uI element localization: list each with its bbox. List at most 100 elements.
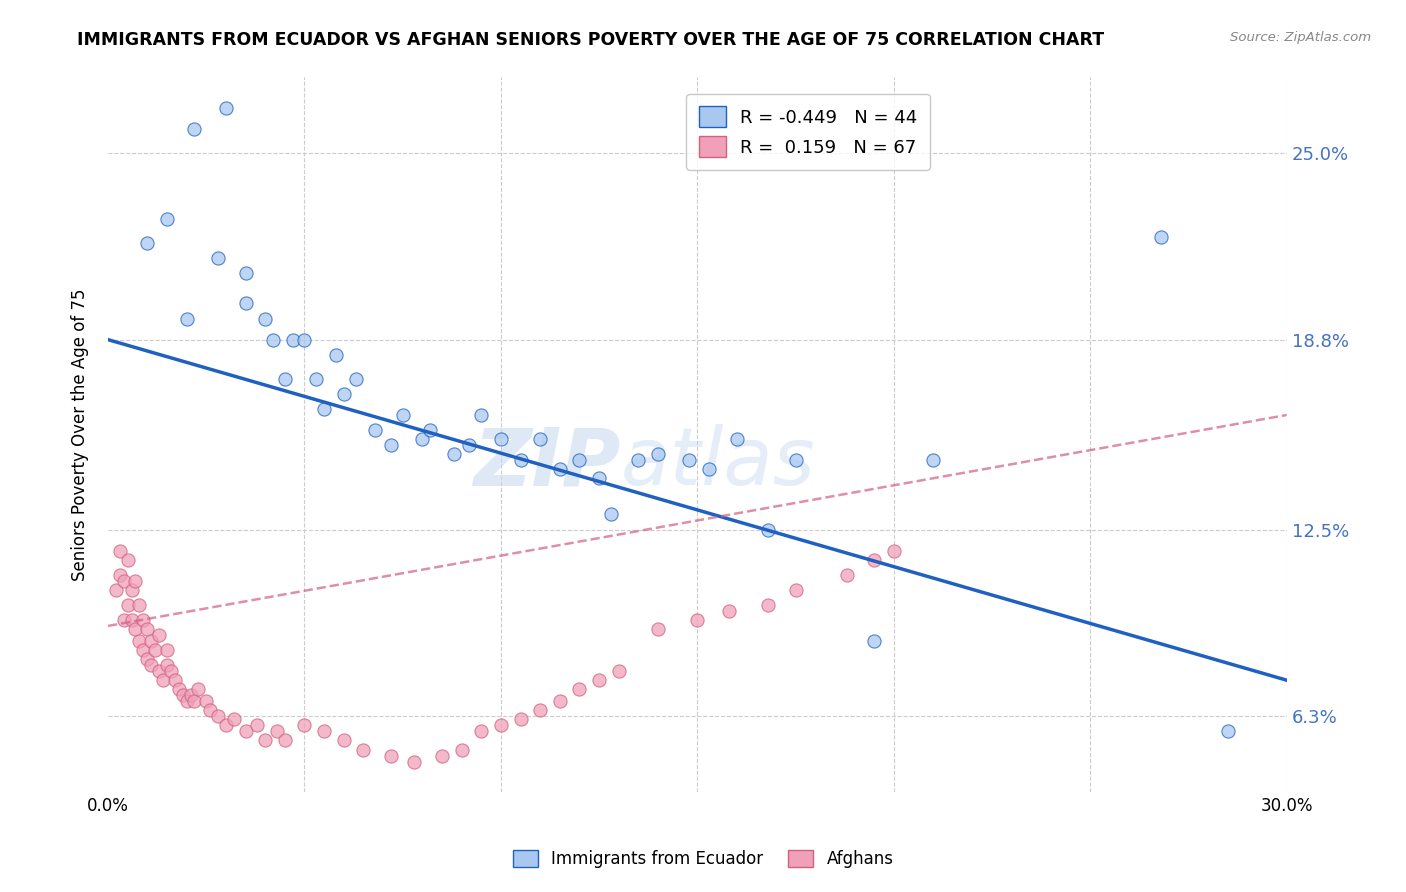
Point — [183, 121, 205, 136]
Point — [678, 453, 700, 467]
Point — [266, 724, 288, 739]
Point — [128, 634, 150, 648]
Point — [222, 712, 245, 726]
Point — [117, 552, 139, 566]
Point — [785, 582, 807, 597]
Point — [529, 703, 551, 717]
Point — [117, 598, 139, 612]
Point — [470, 724, 492, 739]
Point — [380, 748, 402, 763]
Point — [470, 408, 492, 422]
Point — [364, 423, 387, 437]
Point — [112, 613, 135, 627]
Point — [458, 438, 481, 452]
Point — [156, 643, 179, 657]
Point — [863, 634, 886, 648]
Point — [235, 296, 257, 310]
Point — [215, 101, 238, 115]
Point — [756, 598, 779, 612]
Point — [108, 567, 131, 582]
Point — [108, 543, 131, 558]
Point — [112, 574, 135, 588]
Point — [588, 471, 610, 485]
Point — [863, 552, 886, 566]
Point — [314, 724, 336, 739]
Point — [132, 613, 155, 627]
Legend: Immigrants from Ecuador, Afghans: Immigrants from Ecuador, Afghans — [506, 843, 900, 875]
Legend: R = -0.449   N = 44, R =  0.159   N = 67: R = -0.449 N = 44, R = 0.159 N = 67 — [686, 94, 929, 169]
Point — [1216, 724, 1239, 739]
Point — [136, 622, 159, 636]
Y-axis label: Seniors Poverty Over the Age of 75: Seniors Poverty Over the Age of 75 — [72, 288, 89, 581]
Point — [281, 333, 304, 347]
Point — [195, 694, 218, 708]
Point — [141, 634, 163, 648]
Point — [380, 438, 402, 452]
Point — [686, 613, 709, 627]
Point — [607, 664, 630, 678]
Point — [430, 748, 453, 763]
Point — [294, 718, 316, 732]
Point — [332, 733, 354, 747]
Point — [332, 387, 354, 401]
Point — [156, 212, 179, 227]
Point — [717, 604, 740, 618]
Point — [627, 453, 650, 467]
Point — [509, 712, 531, 726]
Point — [419, 423, 441, 437]
Text: Source: ZipAtlas.com: Source: ZipAtlas.com — [1230, 31, 1371, 45]
Point — [697, 462, 720, 476]
Point — [148, 628, 170, 642]
Point — [647, 447, 669, 461]
Point — [725, 432, 748, 446]
Point — [294, 333, 316, 347]
Point — [163, 673, 186, 688]
Point — [568, 453, 591, 467]
Point — [246, 718, 269, 732]
Point — [404, 755, 426, 769]
Point — [489, 432, 512, 446]
Point — [325, 348, 347, 362]
Point — [176, 694, 198, 708]
Point — [167, 682, 190, 697]
Point — [198, 703, 221, 717]
Point — [314, 401, 336, 416]
Point — [548, 694, 571, 708]
Point — [235, 266, 257, 280]
Point — [207, 709, 229, 723]
Point — [588, 673, 610, 688]
Point — [344, 372, 367, 386]
Point — [143, 643, 166, 657]
Point — [262, 333, 284, 347]
Point — [600, 508, 623, 522]
Point — [274, 372, 297, 386]
Point — [305, 372, 328, 386]
Point — [207, 252, 229, 266]
Point — [274, 733, 297, 747]
Point — [128, 598, 150, 612]
Point — [121, 613, 143, 627]
Text: IMMIGRANTS FROM ECUADOR VS AFGHAN SENIORS POVERTY OVER THE AGE OF 75 CORRELATION: IMMIGRANTS FROM ECUADOR VS AFGHAN SENIOR… — [77, 31, 1105, 49]
Point — [647, 622, 669, 636]
Point — [509, 453, 531, 467]
Point — [132, 643, 155, 657]
Point — [141, 658, 163, 673]
Point — [254, 311, 277, 326]
Point — [183, 694, 205, 708]
Point — [160, 664, 183, 678]
Point — [124, 574, 146, 588]
Point — [152, 673, 174, 688]
Point — [568, 682, 591, 697]
Point — [136, 236, 159, 251]
Point — [1150, 230, 1173, 244]
Point — [156, 658, 179, 673]
Point — [172, 688, 194, 702]
Point — [883, 543, 905, 558]
Point — [922, 453, 945, 467]
Point — [785, 453, 807, 467]
Point — [450, 742, 472, 756]
Point — [187, 682, 209, 697]
Text: atlas: atlas — [620, 424, 815, 502]
Point — [391, 408, 413, 422]
Point — [124, 622, 146, 636]
